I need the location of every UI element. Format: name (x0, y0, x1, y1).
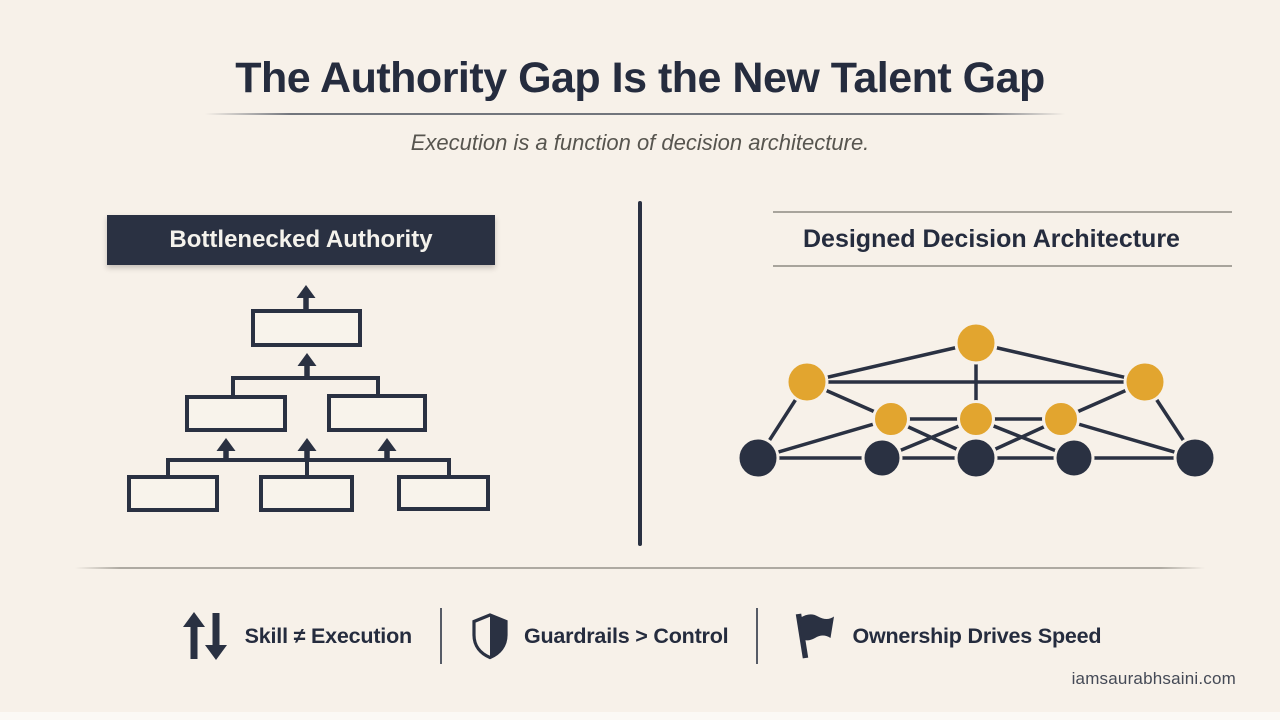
decision-node (954, 321, 998, 365)
decision-node (1042, 400, 1080, 438)
decision-network-diagram (736, 321, 1217, 480)
principle-skill-execution: Skill ≠ Execution (179, 609, 412, 663)
flag-icon (796, 613, 835, 659)
decision-node (785, 360, 829, 404)
executor-node (736, 436, 780, 480)
bottom-edge-strip (0, 712, 1280, 720)
executor-node (861, 437, 903, 479)
principle-label: Ownership Drives Speed (852, 623, 1102, 648)
executor-node (1053, 437, 1095, 479)
title-divider (205, 113, 1065, 115)
footer-separator (75, 567, 1205, 569)
principle-label: Skill ≠ Execution (244, 623, 413, 648)
panel-divider (638, 201, 642, 546)
footer-principles: Skill ≠ Execution Guardrails > Control O… (0, 600, 1280, 672)
principle-label: Guardrails > Control (523, 623, 729, 648)
executor-node (954, 436, 998, 480)
principle-guardrails-control: Guardrails > Control (470, 612, 729, 660)
decision-node (957, 400, 995, 438)
decision-node (1123, 360, 1167, 404)
principle-ownership-speed: Ownership Drives Speed (786, 611, 1102, 661)
shield-icon (472, 613, 508, 660)
page-title: The Authority Gap Is the New Talent Gap (235, 54, 1045, 102)
left-panel-title: Bottlenecked Authority (107, 215, 495, 265)
footer-item-divider (439, 608, 442, 664)
decision-node (872, 400, 910, 438)
executor-node (1173, 436, 1217, 480)
bottlenecked-authority-diagram (127, 285, 490, 512)
page-subtitle: Execution is a function of decision arch… (410, 130, 870, 155)
right-panel-title: Designed Decision Architecture (773, 211, 1232, 267)
up-down-arrows-icon (182, 612, 227, 660)
footer-item-divider (756, 608, 759, 664)
watermark: iamsaurabhsaini.com (1071, 669, 1236, 688)
